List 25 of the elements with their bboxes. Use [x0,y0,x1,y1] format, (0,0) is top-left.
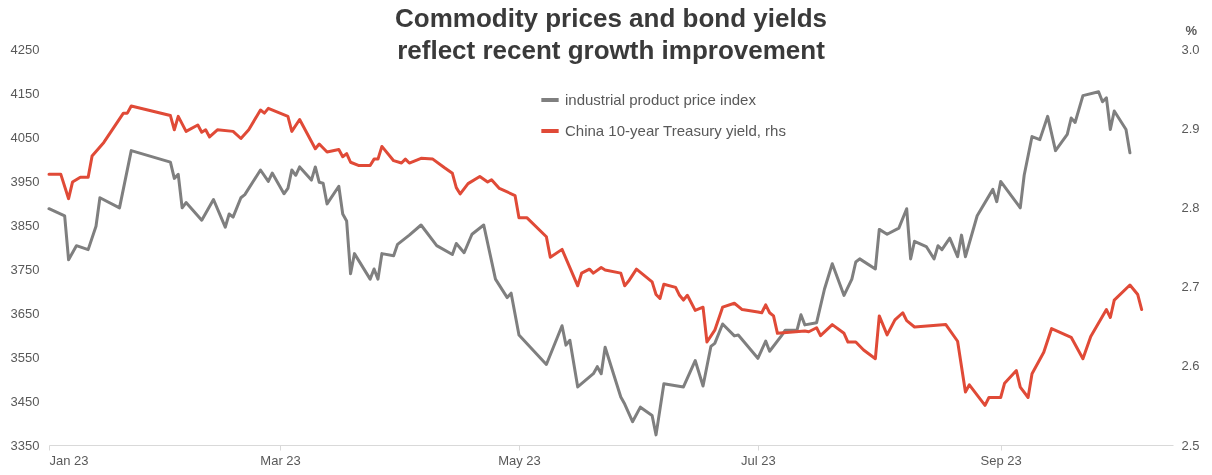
y-tick-label: 3950 [10,173,40,189]
y-tick-label: 3350 [10,437,40,453]
chart-title: Commodity prices and bond yields reflect recent growth improvement [395,3,827,65]
y-tick-label: 3550 [10,349,40,365]
legend-label: industrial product price index [565,91,757,108]
x-tick-label: Mar 23 [260,452,301,468]
y2-tick-label: 2.7 [1181,279,1200,295]
y-tick-label: 4150 [10,85,40,101]
x-tick-label: May 23 [498,452,541,468]
y2-tick-label: 2.6 [1181,358,1200,374]
y2-tick-label: 2.5 [1181,437,1200,453]
y-tick-label: 4050 [10,129,40,145]
x-tick-label: Jan 23 [49,452,89,468]
y-tick-label: 4250 [10,41,40,57]
x-tick-label: Sep 23 [980,452,1022,468]
y2-tick-label: 2.8 [1181,199,1200,215]
y2-axis-title: % [1185,22,1198,38]
y-tick-label: 3850 [10,217,40,233]
y2-tick-label: 2.9 [1181,120,1200,136]
y2-tick-label: 3.0 [1181,41,1200,57]
y-tick-label: 3750 [10,261,40,277]
y-tick-label: 3650 [10,305,40,321]
x-tick-label: Jul 23 [741,452,776,468]
legend-label: China 10-year Treasury yield, rhs [565,122,786,139]
y-tick-label: 3450 [10,393,40,409]
